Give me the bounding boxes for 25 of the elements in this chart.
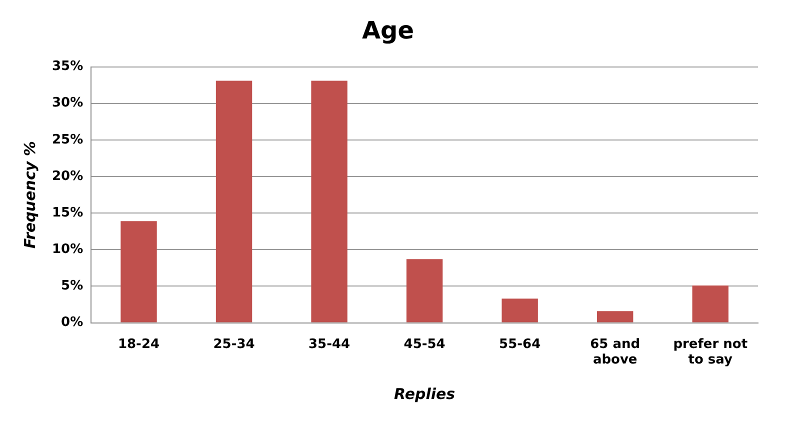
y-tick-label: 30%: [52, 96, 84, 111]
bar: [216, 80, 252, 322]
bar: [311, 80, 348, 322]
chart-title: Age: [362, 16, 414, 45]
y-tick-label: 35%: [52, 59, 84, 74]
bar: [406, 259, 443, 322]
x-tick-label: 25-34: [213, 336, 255, 352]
x-tick-label: 18-24: [118, 336, 160, 352]
x-tick-label: prefer not to say: [673, 336, 748, 368]
y-tick-label: 20%: [52, 168, 84, 184]
bar: [596, 311, 634, 322]
y-tick-label: 15%: [52, 205, 84, 220]
x-tick-label: 55-64: [499, 336, 541, 352]
y-tick-label: 25%: [52, 132, 84, 148]
x-tick-label: 65 and above: [590, 336, 640, 368]
y-tick-label: 0%: [61, 315, 84, 330]
x-axis-title: Replies: [394, 384, 456, 403]
y-tick-label: 5%: [61, 278, 84, 294]
bar: [692, 285, 728, 322]
bar: [120, 221, 157, 322]
bar: [502, 298, 538, 322]
x-tick-label: 45-54: [404, 336, 446, 352]
y-axis-title: Frequency %: [20, 141, 39, 248]
x-tick-label: 35-44: [308, 336, 350, 352]
y-tick-label: 10%: [52, 242, 84, 258]
